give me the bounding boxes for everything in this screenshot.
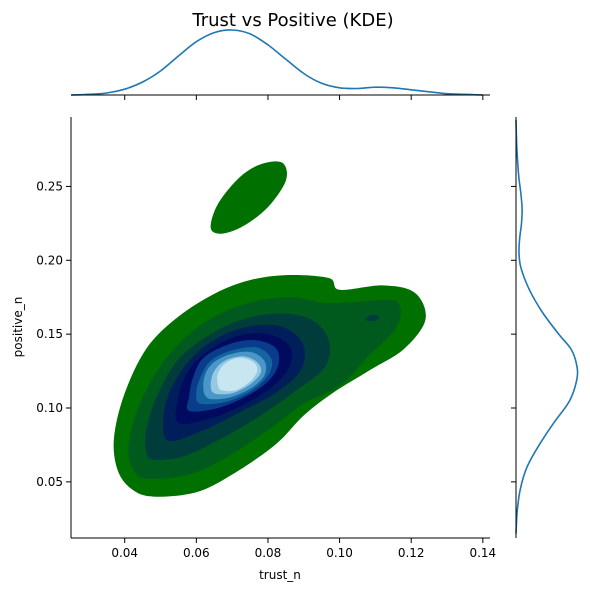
top-marginal-ticks <box>124 95 484 100</box>
right-marginal-ticks <box>511 185 516 483</box>
top-marginal-density <box>70 29 490 96</box>
x-ticks: 0.04 0.06 0.08 0.10 0.12 0.14 <box>111 538 496 560</box>
main-axes <box>70 117 490 539</box>
x-tick-label: 0.08 <box>255 546 282 560</box>
x-tick-label: 0.10 <box>326 546 353 560</box>
right-marginal-curve <box>515 119 579 534</box>
x-tick-label: 0.14 <box>469 546 496 560</box>
x-tick-label: 0.04 <box>111 546 138 560</box>
top-marginal-curve <box>70 29 483 96</box>
contour-level-10-region-1 <box>217 357 258 392</box>
y-tick-label: 0.05 <box>36 475 63 489</box>
y-axis-label: positive_n <box>11 297 25 358</box>
x-tick-label: 0.06 <box>183 546 210 560</box>
contour-level-1-region-2 <box>210 161 287 234</box>
contour-level-extra-region-1 <box>364 314 380 322</box>
y-tick-label: 0.20 <box>36 253 63 267</box>
y-ticks: 0.05 0.10 0.15 0.20 0.25 <box>36 179 71 489</box>
right-marginal-density <box>515 117 579 538</box>
y-tick-label: 0.15 <box>36 327 63 341</box>
x-axis-label: trust_n <box>259 568 301 582</box>
y-tick-label: 0.25 <box>36 179 63 193</box>
y-tick-label: 0.10 <box>36 401 63 415</box>
chart-title: Trust vs Positive (KDE) <box>191 10 393 31</box>
kde-contours <box>113 161 426 497</box>
x-tick-label: 0.12 <box>398 546 425 560</box>
